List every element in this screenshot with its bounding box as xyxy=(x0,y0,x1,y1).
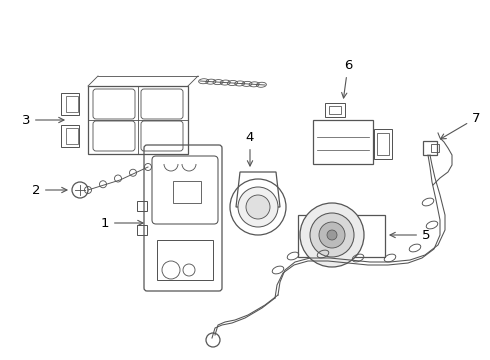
Bar xyxy=(313,120,373,164)
Text: 4: 4 xyxy=(246,131,254,166)
Circle shape xyxy=(300,203,364,267)
Bar xyxy=(377,133,389,155)
Text: 1: 1 xyxy=(100,216,143,230)
Circle shape xyxy=(238,187,278,227)
Circle shape xyxy=(319,222,345,248)
Circle shape xyxy=(246,195,270,219)
Text: 2: 2 xyxy=(31,184,67,197)
Bar xyxy=(329,106,341,114)
Bar xyxy=(66,128,78,144)
Bar xyxy=(431,144,439,152)
Bar xyxy=(374,129,392,159)
Bar xyxy=(61,93,79,115)
Bar xyxy=(157,240,213,280)
Bar xyxy=(423,141,437,155)
Bar xyxy=(137,225,147,235)
Bar xyxy=(88,86,188,154)
Bar xyxy=(173,181,201,203)
Text: 6: 6 xyxy=(342,59,352,98)
Bar xyxy=(325,103,345,117)
Text: 3: 3 xyxy=(22,113,64,126)
Bar xyxy=(66,96,78,112)
Circle shape xyxy=(327,230,337,240)
Text: 5: 5 xyxy=(390,229,431,242)
Bar xyxy=(61,125,79,147)
Text: 7: 7 xyxy=(441,112,481,139)
Circle shape xyxy=(310,213,354,257)
Bar xyxy=(137,201,147,211)
